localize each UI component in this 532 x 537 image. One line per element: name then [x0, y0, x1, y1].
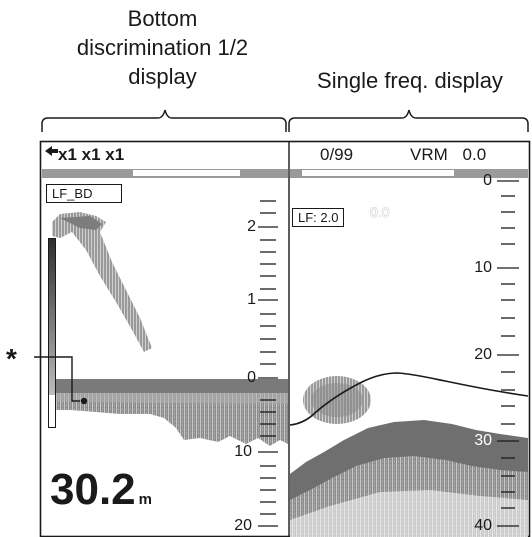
top-value-label: 0.0	[370, 204, 390, 220]
vrm-label: VRM	[410, 145, 448, 164]
caption-line-2: discrimination 1/2	[76, 35, 249, 60]
depth-value: 30.2	[50, 465, 136, 514]
right-scale-label-20: 20	[474, 346, 492, 363]
bottom-discrimination-caption: Bottom discrimination 1/2 display	[40, 4, 285, 91]
right-scale-label-10: 10	[474, 259, 492, 276]
right-scale-label-40: 40	[474, 517, 492, 534]
callout-asterisk: *	[6, 343, 17, 374]
lf-bd-label: LF_BD	[46, 184, 122, 203]
lf-frequency-label: LF: 2.0	[292, 208, 345, 227]
caption-line-1: Bottom	[127, 6, 198, 31]
left-scale-ticks	[258, 200, 278, 527]
bd-seabed-echo	[56, 393, 288, 446]
single-freq-caption: Single freq. display	[317, 68, 503, 93]
left-scale-label-10: 10	[234, 443, 252, 460]
caption-line-3: display	[128, 64, 197, 89]
callout-dot	[80, 397, 88, 405]
mode-indicator: x1 x1 x1	[58, 145, 125, 164]
left-caption-brace	[41, 109, 287, 132]
echo-counter: 0/99	[320, 145, 354, 164]
left-scale-label-20: 20	[234, 517, 252, 534]
callout-leader	[34, 356, 80, 402]
depth-unit: m	[138, 491, 152, 508]
left-status-bar-highlight	[133, 170, 240, 176]
vrm-readout: VRM 0.0	[410, 145, 486, 165]
right-scale-ticks	[497, 180, 519, 527]
left-scale-label-1: 1	[247, 291, 256, 308]
right-scale-label-0: 0	[483, 172, 492, 189]
left-arrow-icon	[45, 146, 58, 156]
right-status-bar-highlight	[302, 170, 454, 176]
fish-school-echo	[52, 212, 152, 352]
depth-readout: 30.2 m	[50, 466, 152, 524]
left-scale-label-0: 0	[247, 369, 256, 386]
right-scale-label-30: 30	[474, 432, 492, 449]
bottom-line-trace	[289, 372, 529, 426]
color-bar-fill	[49, 239, 55, 395]
right-caption-brace	[288, 109, 529, 132]
left-scale-label-2: 2	[247, 218, 256, 235]
vrm-value: 0.0	[462, 145, 487, 164]
bd-bottom-band	[56, 379, 288, 393]
